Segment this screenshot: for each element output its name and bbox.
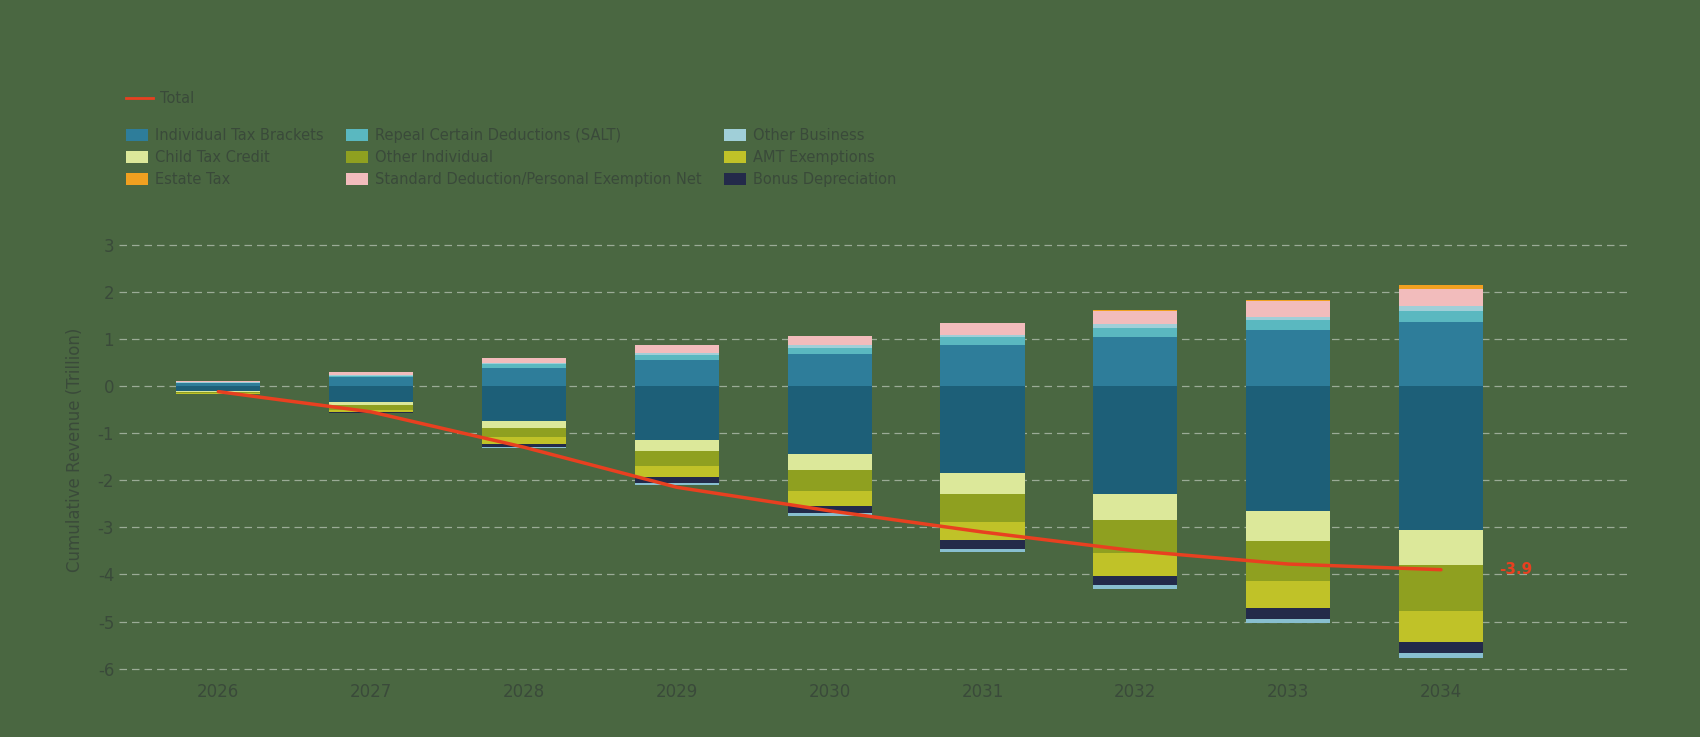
Bar xyxy=(483,357,566,363)
Bar xyxy=(483,363,566,364)
Bar xyxy=(1093,310,1178,324)
Bar xyxy=(483,364,566,368)
Bar xyxy=(634,451,719,466)
Bar xyxy=(940,323,1025,335)
Bar xyxy=(787,454,872,469)
Bar xyxy=(1246,330,1329,386)
Bar xyxy=(634,477,719,483)
Bar xyxy=(1246,608,1329,618)
Bar xyxy=(940,386,1025,473)
Bar xyxy=(787,336,872,346)
Bar xyxy=(483,422,566,428)
Bar xyxy=(1399,386,1482,530)
Bar xyxy=(1399,642,1482,653)
Bar xyxy=(940,335,1025,338)
Bar xyxy=(1399,611,1482,642)
Bar xyxy=(787,513,872,515)
Bar xyxy=(787,469,872,491)
Bar xyxy=(330,402,413,405)
Bar xyxy=(1399,285,1482,289)
Bar xyxy=(1246,581,1329,608)
Bar xyxy=(1093,386,1178,495)
Bar xyxy=(787,386,872,454)
Bar xyxy=(1246,511,1329,542)
Bar xyxy=(330,372,413,374)
Bar xyxy=(1246,317,1329,321)
Bar xyxy=(787,346,872,348)
Bar xyxy=(177,391,260,393)
Bar xyxy=(1093,324,1178,327)
Bar xyxy=(1246,321,1329,330)
Bar xyxy=(1399,653,1482,658)
Bar xyxy=(634,386,719,440)
Legend: Individual Tax Brackets, Child Tax Credit, Estate Tax, Repeal Certain Deductions: Individual Tax Brackets, Child Tax Credi… xyxy=(126,128,896,187)
Bar xyxy=(1093,576,1178,585)
Bar xyxy=(634,466,719,477)
Bar xyxy=(787,491,872,506)
Bar xyxy=(787,506,872,513)
Bar xyxy=(634,360,719,386)
Bar xyxy=(634,355,719,360)
Bar xyxy=(940,473,1025,495)
Bar xyxy=(177,383,260,386)
Bar xyxy=(940,540,1025,549)
Bar xyxy=(1399,307,1482,311)
Bar xyxy=(1399,311,1482,322)
Bar xyxy=(330,405,413,410)
Bar xyxy=(634,440,719,451)
Bar xyxy=(330,374,413,376)
Bar xyxy=(1399,322,1482,386)
Bar xyxy=(1246,300,1329,301)
Bar xyxy=(940,345,1025,386)
Bar xyxy=(940,549,1025,552)
Bar xyxy=(1093,327,1178,337)
Bar xyxy=(1399,289,1482,307)
Bar xyxy=(1093,337,1178,386)
Bar xyxy=(940,338,1025,345)
Bar xyxy=(177,386,260,391)
Bar xyxy=(940,495,1025,522)
Bar xyxy=(177,381,260,383)
Bar xyxy=(483,437,566,444)
Bar xyxy=(1093,520,1178,553)
Bar xyxy=(1246,542,1329,581)
Bar xyxy=(483,386,566,422)
Bar xyxy=(1399,565,1482,611)
Bar xyxy=(1093,553,1178,576)
Text: -3.9: -3.9 xyxy=(1499,562,1532,577)
Bar xyxy=(1246,386,1329,511)
Bar xyxy=(940,522,1025,540)
Bar xyxy=(1399,530,1482,565)
Bar xyxy=(787,348,872,354)
Bar xyxy=(787,354,872,386)
Bar xyxy=(330,410,413,413)
Bar xyxy=(330,377,413,386)
Y-axis label: Cumulative Revenue (Trillion): Cumulative Revenue (Trillion) xyxy=(66,327,83,572)
Bar xyxy=(483,368,566,386)
Bar xyxy=(330,386,413,402)
Bar xyxy=(634,353,719,355)
Bar xyxy=(1093,495,1178,520)
Bar xyxy=(1246,618,1329,623)
Bar xyxy=(1093,585,1178,589)
Bar xyxy=(634,346,719,353)
Bar xyxy=(177,393,260,394)
Bar xyxy=(1246,301,1329,317)
Bar xyxy=(634,483,719,485)
Bar xyxy=(330,376,413,377)
Bar xyxy=(483,428,566,437)
Bar xyxy=(483,444,566,447)
